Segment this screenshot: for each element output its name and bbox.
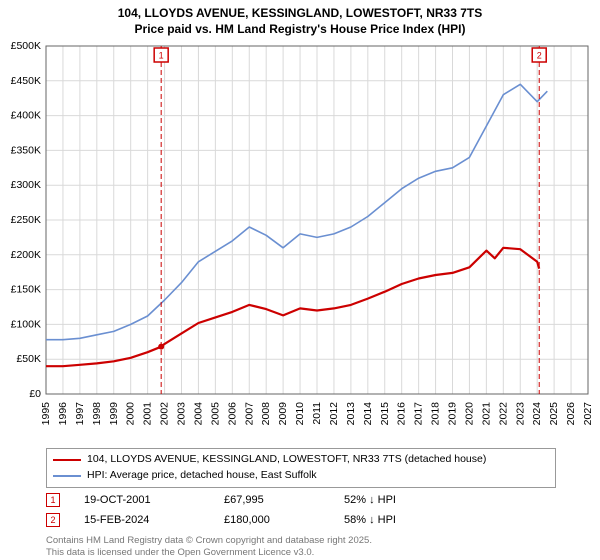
title-line-2: Price paid vs. HM Land Registry's House … <box>0 22 600 38</box>
attribution-line: This data is licensed under the Open Gov… <box>46 547 372 558</box>
svg-text:2004: 2004 <box>192 402 204 426</box>
title-line-1: 104, LLOYDS AVENUE, KESSINGLAND, LOWESTO… <box>0 6 600 22</box>
svg-text:2001: 2001 <box>142 402 154 426</box>
marker-number-box: 2 <box>46 513 60 527</box>
svg-text:£200K: £200K <box>11 249 41 261</box>
legend-item: HPI: Average price, detached house, East… <box>53 468 549 484</box>
svg-text:2: 2 <box>537 51 542 61</box>
marker-hpi: 52% ↓ HPI <box>344 494 464 506</box>
marker-hpi: 58% ↓ HPI <box>344 514 464 526</box>
marker-row: 2 15-FEB-2024 £180,000 58% ↓ HPI <box>46 510 464 530</box>
svg-text:2023: 2023 <box>514 402 526 426</box>
svg-text:£500K: £500K <box>11 42 41 52</box>
svg-text:£150K: £150K <box>11 284 41 296</box>
svg-text:£250K: £250K <box>11 214 41 226</box>
chart-plot: £0 £50K £100K £150K £200K £250K £300K £350K £400… <box>0 42 600 440</box>
svg-text:2024: 2024 <box>531 402 543 426</box>
svg-text:1997: 1997 <box>74 402 86 426</box>
svg-text:2012: 2012 <box>328 402 340 426</box>
svg-text:2015: 2015 <box>379 402 391 426</box>
svg-text:2016: 2016 <box>396 402 408 426</box>
svg-text:2008: 2008 <box>260 402 272 426</box>
svg-text:2002: 2002 <box>159 402 171 426</box>
attribution: Contains HM Land Registry data © Crown c… <box>46 535 372 558</box>
marker-number: 1 <box>50 495 55 505</box>
svg-text:2006: 2006 <box>226 402 238 426</box>
legend-item: 104, LLOYDS AVENUE, KESSINGLAND, LOWESTO… <box>53 452 549 468</box>
svg-text:2011: 2011 <box>311 402 323 425</box>
svg-text:£400K: £400K <box>11 110 41 122</box>
svg-text:£350K: £350K <box>11 144 41 156</box>
marker-number: 2 <box>50 515 55 525</box>
marker-date: 15-FEB-2024 <box>84 514 224 526</box>
svg-text:£50K: £50K <box>16 353 41 365</box>
svg-text:2010: 2010 <box>294 402 306 426</box>
marker-row: 1 19-OCT-2001 £67,995 52% ↓ HPI <box>46 490 464 510</box>
svg-text:£450K: £450K <box>11 75 41 87</box>
svg-text:2014: 2014 <box>362 402 374 426</box>
marker-table: 1 19-OCT-2001 £67,995 52% ↓ HPI 2 15-FEB… <box>46 490 464 530</box>
marker-price: £180,000 <box>224 514 344 526</box>
svg-text:£0: £0 <box>29 388 41 400</box>
svg-text:2020: 2020 <box>463 402 475 426</box>
svg-text:2000: 2000 <box>125 402 137 426</box>
svg-text:2022: 2022 <box>497 402 509 426</box>
svg-text:2009: 2009 <box>277 402 289 426</box>
svg-text:2013: 2013 <box>345 402 357 426</box>
svg-text:1999: 1999 <box>108 402 120 426</box>
legend-swatch <box>53 475 81 477</box>
svg-text:2019: 2019 <box>447 402 459 426</box>
legend: 104, LLOYDS AVENUE, KESSINGLAND, LOWESTO… <box>46 448 556 488</box>
marker-price: £67,995 <box>224 494 344 506</box>
svg-text:2005: 2005 <box>209 402 221 426</box>
marker-date: 19-OCT-2001 <box>84 494 224 506</box>
svg-text:2021: 2021 <box>480 402 492 426</box>
chart-svg: £0 £50K £100K £150K £200K £250K £300K £350K £400… <box>0 42 600 440</box>
svg-text:2026: 2026 <box>565 402 577 426</box>
legend-label: 104, LLOYDS AVENUE, KESSINGLAND, LOWESTO… <box>87 452 486 468</box>
svg-text:2018: 2018 <box>430 402 442 426</box>
legend-label: HPI: Average price, detached house, East… <box>87 468 317 484</box>
svg-text:1996: 1996 <box>57 402 69 426</box>
svg-text:2027: 2027 <box>582 402 594 426</box>
svg-text:2017: 2017 <box>413 402 425 426</box>
svg-text:1: 1 <box>159 51 164 61</box>
attribution-line: Contains HM Land Registry data © Crown c… <box>46 535 372 546</box>
svg-text:£300K: £300K <box>11 179 41 191</box>
legend-swatch <box>53 459 81 461</box>
chart-title: 104, LLOYDS AVENUE, KESSINGLAND, LOWESTO… <box>0 0 600 37</box>
svg-text:2025: 2025 <box>548 402 560 426</box>
svg-text:£100K: £100K <box>11 318 41 330</box>
marker-number-box: 1 <box>46 493 60 507</box>
chart-container: 104, LLOYDS AVENUE, KESSINGLAND, LOWESTO… <box>0 0 600 560</box>
svg-text:1998: 1998 <box>91 402 103 426</box>
svg-text:2007: 2007 <box>243 402 255 426</box>
svg-text:2003: 2003 <box>176 402 188 426</box>
svg-text:1995: 1995 <box>40 402 52 426</box>
